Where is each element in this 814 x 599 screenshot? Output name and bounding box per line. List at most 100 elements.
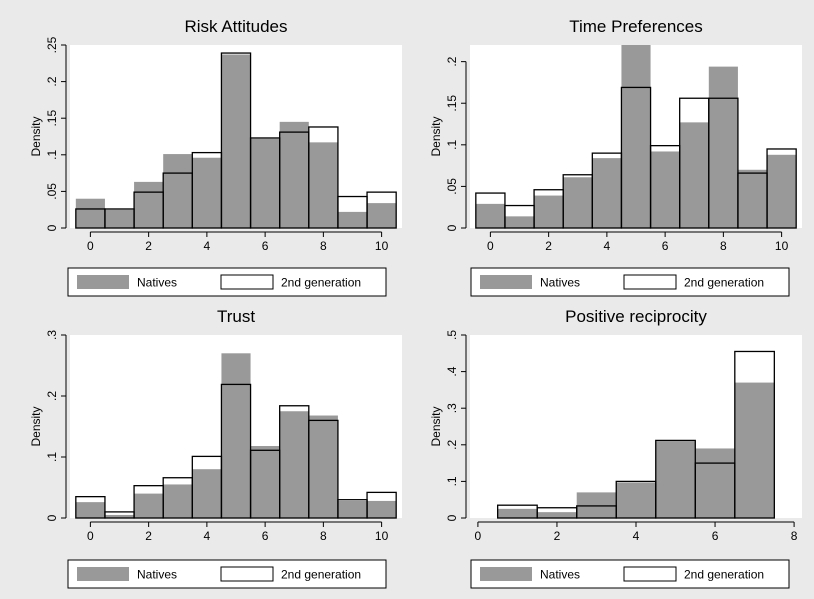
x-tick-label: 0 [487, 239, 494, 253]
legend-swatch-natives [77, 275, 129, 289]
x-tick-label: 4 [204, 529, 211, 543]
bar-natives [337, 211, 368, 228]
y-tick-label: .15 [445, 95, 459, 112]
x-tick-label: 2 [554, 529, 561, 543]
x-tick-label: 8 [320, 239, 327, 253]
chart-title: Positive reciprocity [565, 307, 707, 326]
bar-natives [563, 177, 593, 228]
bar-natives [537, 512, 577, 518]
bar-natives [250, 138, 280, 228]
x-tick-label: 6 [662, 239, 669, 253]
x-tick-label: 10 [375, 239, 389, 253]
y-tick-label: .4 [445, 366, 459, 376]
bar-natives [616, 482, 656, 518]
legend-swatch-2nd-generation [220, 566, 274, 582]
bar-natives [104, 514, 135, 518]
legend-swatch-natives [480, 567, 532, 581]
y-tick-label: .1 [45, 452, 59, 462]
legend-swatch-2nd-generation [623, 274, 677, 290]
y-tick-label: 0 [45, 224, 59, 231]
legend-label-2nd-generation: 2nd generation [684, 276, 764, 290]
x-tick-label: 8 [791, 529, 798, 543]
y-axis-label: Density [29, 406, 43, 446]
bar-natives [163, 154, 193, 228]
legend-label-natives: Natives [540, 276, 580, 290]
bar-natives [337, 500, 368, 518]
y-tick-label: .15 [45, 110, 59, 127]
x-tick-label: 0 [87, 529, 94, 543]
bar-natives [134, 493, 164, 518]
bar-2nd-generation [766, 148, 797, 229]
bar-natives [367, 203, 397, 228]
bar-natives [75, 198, 105, 228]
legend: Natives 2nd generation [67, 267, 387, 297]
x-tick-label: 4 [204, 239, 211, 253]
legend-label-natives: Natives [137, 568, 177, 582]
y-tick-label: 0 [45, 514, 59, 521]
y-tick-label: .1 [445, 139, 459, 149]
y-tick-label: .1 [45, 149, 59, 159]
y-tick-label: .2 [445, 439, 459, 449]
bar-natives [104, 209, 135, 228]
x-tick-label: 8 [320, 529, 327, 543]
bar-2nd-generation [708, 97, 739, 229]
y-tick-label: .3 [45, 330, 59, 340]
x-tick-label: 2 [145, 239, 152, 253]
legend-swatch-natives [77, 567, 129, 581]
y-tick-label: .05 [445, 178, 459, 195]
chart-panel-1: Risk Attitudes 0 .05 .1 .15 .2 .25 Density 0 2 4 6 8… [29, 17, 402, 297]
bar-natives [621, 45, 651, 228]
x-tick-label: 2 [545, 239, 552, 253]
x-tick-label: 0 [87, 239, 94, 253]
bar-natives [192, 157, 222, 228]
bar-natives [192, 469, 222, 518]
x-tick-label: 4 [633, 529, 640, 543]
x-tick-label: 6 [712, 529, 719, 543]
x-tick-label: 2 [145, 529, 152, 543]
chart-panel-2: Time Preferences 0 .05 .1 .15 .2 Density 0 2 4 6 8 1… [429, 17, 802, 297]
legend-swatch-2nd-generation [623, 566, 677, 582]
bar-2nd-generation [734, 350, 775, 519]
bar-natives [534, 195, 564, 228]
y-tick-label: .2 [445, 56, 459, 66]
y-tick-label: .2 [45, 76, 59, 86]
y-tick-label: 0 [445, 224, 459, 231]
legend: Natives 2nd generation [470, 559, 790, 589]
bar-natives [475, 203, 505, 228]
bar-natives [734, 382, 775, 518]
legend-label-2nd-generation: 2nd generation [281, 276, 361, 290]
chart-panel-3: Trust 0 .1 .2 .3 Density 0 2 4 6 8 10 Natives 2nd gen… [29, 307, 402, 589]
bar-natives [308, 142, 338, 228]
bar-natives [250, 446, 280, 518]
bar-natives [650, 151, 680, 228]
bar-natives [695, 448, 735, 518]
x-tick-label: 6 [262, 239, 269, 253]
x-tick-label: 4 [604, 239, 611, 253]
x-tick-label: 10 [775, 239, 789, 253]
y-axis-label: Density [429, 116, 443, 156]
bar-natives [221, 353, 251, 518]
legend-swatch-natives [480, 275, 532, 289]
chart-title: Trust [217, 307, 255, 326]
bar-natives [221, 54, 251, 229]
bar-natives [163, 484, 193, 518]
x-tick-label: 8 [720, 239, 727, 253]
bar-2nd-generation [366, 491, 397, 519]
y-tick-label: .3 [445, 403, 459, 413]
bar-natives [737, 169, 768, 228]
bar-2nd-generation [308, 419, 339, 519]
x-tick-label: 6 [262, 529, 269, 543]
legend: Natives 2nd generation [67, 559, 387, 589]
bar-natives [308, 415, 338, 518]
bar-natives [655, 441, 696, 518]
y-tick-label: .1 [445, 476, 459, 486]
bar-natives [576, 492, 617, 518]
bar-2nd-generation [308, 126, 339, 229]
chart-title: Risk Attitudes [185, 17, 288, 36]
bar-natives [367, 500, 397, 518]
x-tick-label: 10 [375, 529, 389, 543]
bar-natives [279, 411, 309, 518]
bar-natives [592, 158, 622, 228]
y-tick-label: .5 [445, 330, 459, 340]
y-tick-label: .2 [45, 391, 59, 401]
